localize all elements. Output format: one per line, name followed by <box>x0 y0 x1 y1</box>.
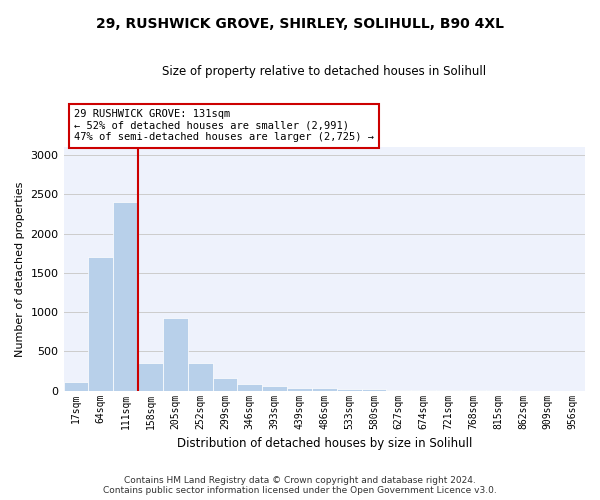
Bar <box>113 202 138 390</box>
Bar <box>212 378 238 390</box>
Title: Size of property relative to detached houses in Solihull: Size of property relative to detached ho… <box>162 65 487 78</box>
Bar <box>138 363 163 390</box>
Bar <box>188 363 212 390</box>
Bar <box>312 388 337 390</box>
Bar <box>287 388 312 390</box>
X-axis label: Distribution of detached houses by size in Solihull: Distribution of detached houses by size … <box>176 437 472 450</box>
Bar <box>64 382 88 390</box>
Bar <box>88 257 113 390</box>
Text: 29 RUSHWICK GROVE: 131sqm
← 52% of detached houses are smaller (2,991)
47% of se: 29 RUSHWICK GROVE: 131sqm ← 52% of detac… <box>74 109 374 142</box>
Y-axis label: Number of detached properties: Number of detached properties <box>15 181 25 356</box>
Bar <box>337 389 362 390</box>
Bar <box>362 389 386 390</box>
Bar <box>238 384 262 390</box>
Bar <box>262 386 287 390</box>
Text: 29, RUSHWICK GROVE, SHIRLEY, SOLIHULL, B90 4XL: 29, RUSHWICK GROVE, SHIRLEY, SOLIHULL, B… <box>96 18 504 32</box>
Text: Contains HM Land Registry data © Crown copyright and database right 2024.
Contai: Contains HM Land Registry data © Crown c… <box>103 476 497 495</box>
Bar <box>163 318 188 390</box>
